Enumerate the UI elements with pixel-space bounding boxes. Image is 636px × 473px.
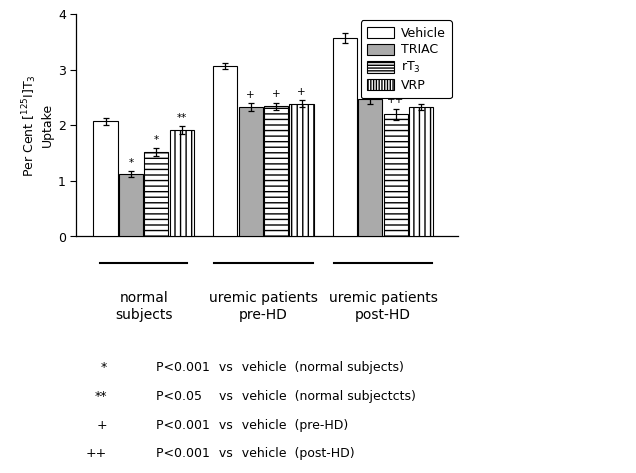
Text: ++: ++	[362, 81, 379, 91]
Bar	[264, 106, 288, 236]
Bar	[119, 174, 143, 236]
Text: P<0.001   vs   vehicle  (normal subjects): P<0.001 vs vehicle (normal subjects)	[155, 360, 403, 374]
Text: **: **	[177, 113, 187, 123]
Text: **: **	[94, 390, 107, 403]
Bar	[93, 122, 118, 236]
Text: P<0.001   vs   vehicle  (post-HD): P<0.001 vs vehicle (post-HD)	[155, 447, 354, 460]
Text: +: +	[96, 420, 107, 432]
Text: ++: ++	[86, 447, 107, 460]
Y-axis label: Per Cent [$^{125}$I]T$_3$
Uptake: Per Cent [$^{125}$I]T$_3$ Uptake	[20, 74, 53, 177]
Text: normal
subjects: normal subjects	[115, 291, 172, 322]
Bar	[358, 99, 382, 236]
Text: uremic patients
pre-HD: uremic patients pre-HD	[209, 291, 318, 322]
Text: ++: ++	[387, 96, 404, 105]
Bar	[213, 66, 237, 236]
Text: *: *	[128, 158, 134, 168]
Bar	[238, 107, 263, 236]
Bar	[384, 114, 408, 236]
Bar	[144, 152, 169, 236]
Text: P<0.05     vs   vehicle  (normal subjectcts): P<0.05 vs vehicle (normal subjectcts)	[155, 390, 415, 403]
Text: +: +	[272, 89, 280, 99]
Text: ++: ++	[413, 90, 430, 100]
Text: *: *	[100, 360, 107, 374]
Bar	[289, 104, 314, 236]
Legend: Vehicle, TRIAC, rT$_3$, VRP: Vehicle, TRIAC, rT$_3$, VRP	[361, 20, 452, 98]
Bar	[333, 37, 357, 236]
Text: +: +	[297, 87, 306, 97]
Bar	[170, 130, 194, 236]
Bar	[409, 107, 433, 236]
Text: uremic patients
post-HD: uremic patients post-HD	[329, 291, 438, 322]
Text: +: +	[246, 90, 255, 100]
Text: *: *	[154, 135, 159, 145]
Text: P<0.001   vs   vehicle  (pre-HD): P<0.001 vs vehicle (pre-HD)	[155, 420, 348, 432]
